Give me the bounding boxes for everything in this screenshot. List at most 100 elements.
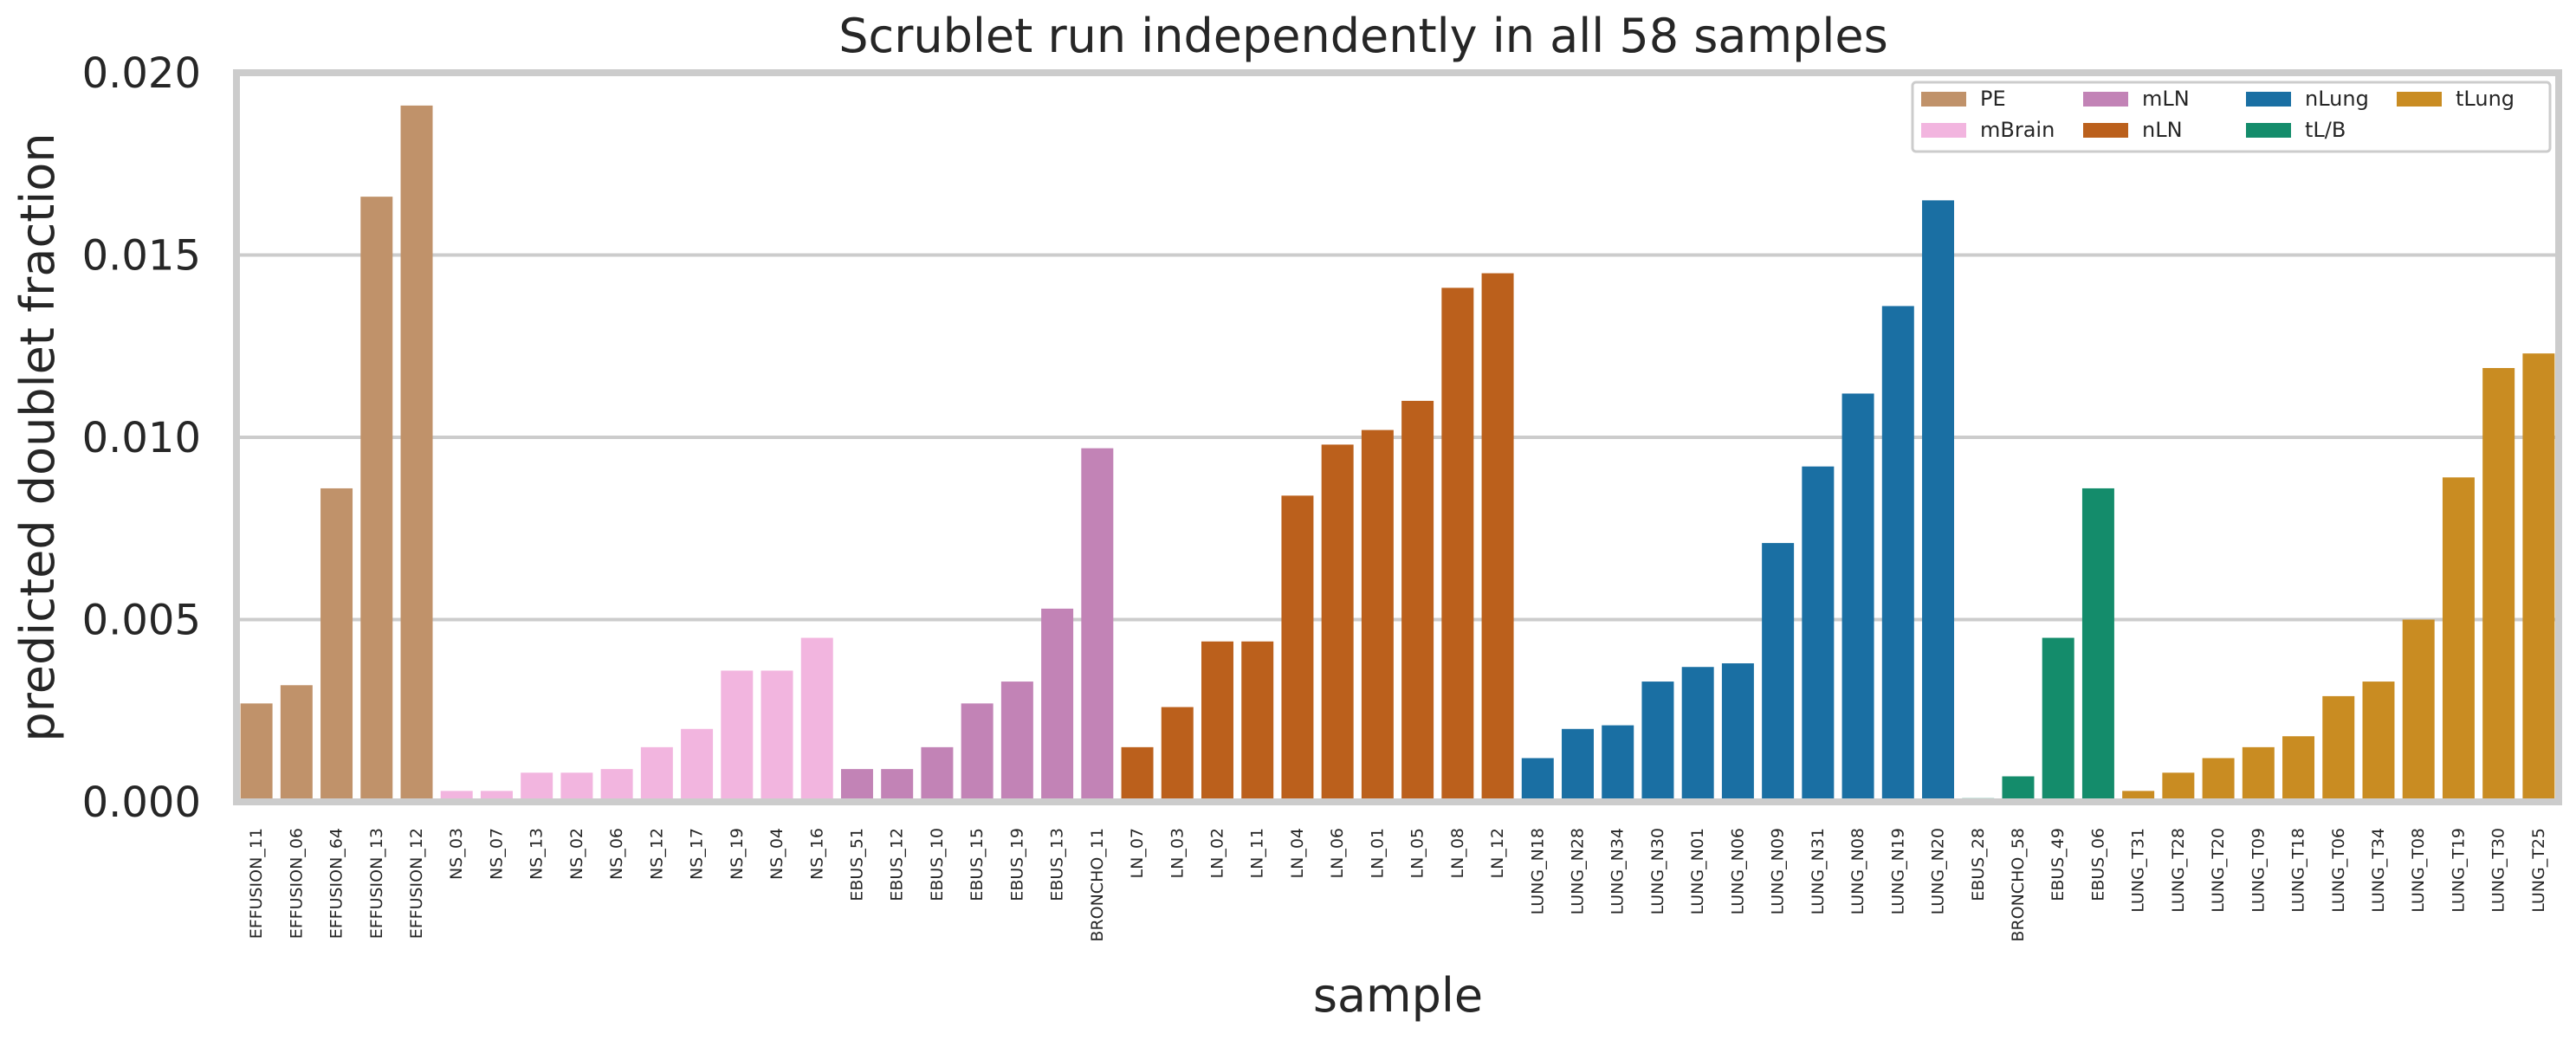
x-tick-label: LN_07: [1128, 828, 1147, 878]
bar: [240, 703, 273, 802]
bar: [721, 670, 754, 802]
x-tick-label: LUNG_T31: [2129, 828, 2148, 913]
bar: [640, 746, 673, 802]
x-tick-label: EFFUSION_13: [367, 828, 386, 939]
bar: [2162, 772, 2195, 802]
y-grid: [236, 71, 2559, 804]
x-tick-label: NS_16: [807, 828, 826, 880]
legend-label: nLN: [2142, 118, 2183, 142]
bar: [1681, 667, 1714, 802]
x-tick-label: LN_03: [1168, 828, 1187, 878]
bar: [2002, 776, 2035, 802]
y-tick-labels: 0.000 0.005 0.010 0.015 0.020: [82, 49, 201, 827]
bar: [1802, 466, 1835, 802]
x-tick-label: NS_07: [487, 828, 506, 880]
bar: [1881, 306, 1914, 802]
bar: [2202, 758, 2235, 802]
legend-swatch: [2246, 92, 2291, 107]
bar: [1081, 448, 1114, 802]
y-tick-label: 0.015: [82, 232, 201, 281]
x-tick-label: LUNG_T34: [2369, 828, 2388, 913]
bar: [320, 488, 353, 802]
x-tick-label: NS_03: [447, 828, 466, 880]
bar: [360, 197, 393, 802]
x-tick-label: LUNG_T06: [2329, 828, 2348, 913]
x-tick-label: NS_17: [688, 828, 707, 880]
x-tick-label: LUNG_N08: [1848, 828, 1867, 914]
x-tick-label: LN_12: [1488, 828, 1507, 878]
x-tick-label: LUNG_N01: [1688, 828, 1707, 914]
x-tick-label: NS_04: [767, 828, 786, 880]
legend-label: mBrain: [1980, 118, 2055, 142]
x-tick-label: LUNG_T18: [2289, 828, 2308, 913]
x-tick-label: LUNG_N06: [1728, 828, 1747, 914]
bar: [2081, 488, 2114, 802]
x-tick-label: LUNG_N28: [1569, 828, 1588, 914]
x-tick-label: LUNG_T28: [2169, 828, 2188, 913]
x-tick-label: LUNG_T30: [2489, 828, 2508, 913]
x-tick-label: LN_11: [1248, 828, 1267, 878]
x-tick-label: LN_06: [1328, 828, 1347, 878]
x-tick-label: LUNG_N30: [1648, 828, 1667, 914]
bar: [1922, 200, 1955, 803]
bar: [2522, 353, 2555, 802]
x-tick-label: LUNG_T25: [2529, 828, 2548, 913]
x-tick-label: LUNG_N20: [1929, 828, 1948, 914]
x-tick-label: NS_06: [607, 828, 626, 880]
bar: [2042, 637, 2074, 802]
x-tick-label: LN_04: [1288, 828, 1307, 878]
bar: [521, 772, 553, 802]
x-tick-label: EFFUSION_06: [287, 828, 306, 939]
bar: [1201, 641, 1233, 802]
bar: [1441, 287, 1474, 802]
bar: [2402, 619, 2435, 802]
legend-swatch: [1921, 123, 1966, 138]
x-tick-label: LUNG_T19: [2449, 828, 2468, 913]
x-tick-label: LUNG_N19: [1888, 828, 1907, 914]
x-tick-label: EFFUSION_11: [247, 828, 266, 939]
x-tick-label: EBUS_10: [928, 828, 947, 901]
bar: [921, 746, 954, 802]
x-tick-label: EBUS_12: [888, 828, 907, 901]
plot-frame: [233, 69, 2562, 805]
x-tick-label: EBUS_19: [1007, 828, 1026, 901]
y-tick-label: 0.005: [82, 597, 201, 645]
bar: [2482, 368, 2515, 802]
x-tick-label: LUNG_N09: [1769, 828, 1788, 914]
bar: [1521, 758, 1554, 802]
x-tick-label: LUNG_N34: [1608, 828, 1628, 914]
chart-title: Scrublet run independently in all 58 sam…: [838, 9, 1888, 63]
x-tick-label: LN_08: [1448, 828, 1467, 878]
x-tick-label: EBUS_49: [2049, 828, 2068, 901]
bar: [1361, 430, 1394, 802]
legend-box: [1911, 81, 2552, 153]
bar: [1241, 641, 1274, 802]
bar: [1841, 393, 1874, 802]
x-tick-label: LUNG_N31: [1809, 828, 1828, 914]
legend-swatch: [2397, 92, 2442, 107]
bar: [1121, 746, 1154, 802]
y-tick-label: 0.010: [82, 414, 201, 462]
legend-swatch: [2246, 123, 2291, 138]
bar: [600, 769, 633, 802]
x-tick-label: EBUS_13: [1048, 828, 1067, 901]
bar: [2282, 736, 2315, 802]
bar: [2362, 681, 2395, 802]
bar: [881, 769, 914, 802]
x-tick-label: LN_05: [1408, 828, 1427, 878]
legend-label: mLN: [2142, 87, 2190, 111]
bar: [1161, 707, 1194, 802]
x-tick-label: EBUS_06: [2088, 828, 2107, 901]
bar: [1401, 400, 1434, 802]
legend: PE mBrain mLN nLN nLung tL/B tLung: [1911, 81, 2552, 153]
legend-swatch: [1921, 92, 1966, 107]
x-tick-label: LN_01: [1368, 828, 1387, 878]
bar: [1762, 543, 1795, 802]
bar: [961, 703, 994, 802]
bar: [1721, 663, 1754, 802]
x-tick-label: EFFUSION_12: [407, 828, 426, 939]
y-tick-label: 0.000: [82, 778, 201, 827]
x-tick-label: NS_13: [527, 828, 547, 880]
bar: [1281, 495, 1314, 802]
